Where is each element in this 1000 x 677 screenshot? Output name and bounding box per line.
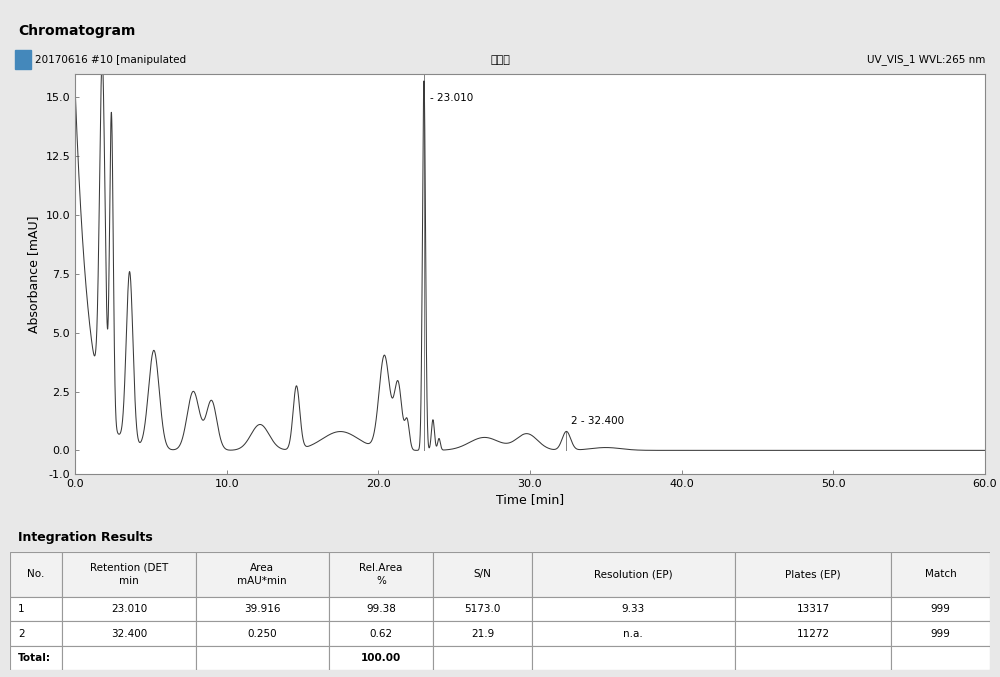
Text: Chromatogram: Chromatogram: [18, 24, 135, 38]
Bar: [329, 597, 433, 621]
Bar: [329, 552, 433, 597]
Text: n.a.: n.a.: [623, 628, 643, 638]
Bar: [196, 646, 329, 670]
Bar: [10, 621, 62, 646]
Bar: [329, 621, 433, 646]
Text: Retention (DET: Retention (DET: [90, 563, 168, 573]
Text: Resolution (EP): Resolution (EP): [594, 569, 673, 580]
Text: 2: 2: [18, 628, 24, 638]
Text: Plates (EP): Plates (EP): [785, 569, 841, 580]
Bar: [10, 646, 62, 670]
Text: 21.9: 21.9: [471, 628, 494, 638]
Bar: [196, 597, 329, 621]
Bar: [735, 597, 891, 621]
Text: - 23.010: - 23.010: [430, 93, 473, 103]
Text: mAU*min: mAU*min: [237, 575, 287, 586]
Bar: [735, 646, 891, 670]
Text: 100.00: 100.00: [361, 653, 401, 663]
Text: 5173.0: 5173.0: [464, 604, 501, 614]
Bar: [433, 646, 532, 670]
Text: 20170616 #10 [manipulated: 20170616 #10 [manipulated: [35, 55, 187, 64]
Bar: [891, 597, 990, 621]
Bar: [62, 552, 196, 597]
Text: %: %: [376, 575, 386, 586]
Text: 破坡块: 破坡块: [490, 55, 510, 64]
Bar: [196, 552, 329, 597]
Bar: [891, 646, 990, 670]
Text: UV_VIS_1 WVL:265 nm: UV_VIS_1 WVL:265 nm: [867, 54, 985, 65]
Bar: [433, 621, 532, 646]
Text: 9.33: 9.33: [622, 604, 645, 614]
Text: Area: Area: [250, 563, 274, 573]
Text: 999: 999: [931, 628, 951, 638]
Bar: [532, 552, 735, 597]
Bar: [329, 646, 433, 670]
Bar: [433, 552, 532, 597]
Text: 13317: 13317: [797, 604, 830, 614]
Text: min: min: [119, 575, 139, 586]
Bar: [10, 597, 62, 621]
Bar: [735, 552, 891, 597]
Bar: [735, 621, 891, 646]
Text: S/N: S/N: [474, 569, 492, 580]
Bar: [891, 552, 990, 597]
Text: 32.400: 32.400: [111, 628, 147, 638]
Bar: [532, 646, 735, 670]
Bar: [891, 621, 990, 646]
Text: 39.916: 39.916: [244, 604, 280, 614]
Text: 0.62: 0.62: [370, 628, 393, 638]
Text: Match: Match: [925, 569, 957, 580]
Text: Integration Results: Integration Results: [18, 531, 153, 544]
Text: 99.38: 99.38: [366, 604, 396, 614]
Text: Total:: Total:: [18, 653, 51, 663]
X-axis label: Time [min]: Time [min]: [496, 493, 564, 506]
Text: 11272: 11272: [797, 628, 830, 638]
Text: No.: No.: [27, 569, 45, 580]
Bar: [62, 621, 196, 646]
Bar: [15, 51, 31, 68]
Text: 999: 999: [931, 604, 951, 614]
Bar: [532, 597, 735, 621]
Bar: [196, 621, 329, 646]
Text: 2 - 32.400: 2 - 32.400: [571, 416, 624, 426]
Text: 1: 1: [18, 604, 24, 614]
Text: 0.250: 0.250: [247, 628, 277, 638]
Bar: [433, 597, 532, 621]
Y-axis label: Absorbance [mAU]: Absorbance [mAU]: [27, 215, 40, 332]
Text: Rel.Area: Rel.Area: [359, 563, 403, 573]
Bar: [62, 646, 196, 670]
Text: 23.010: 23.010: [111, 604, 147, 614]
Bar: [62, 597, 196, 621]
Bar: [532, 621, 735, 646]
Bar: [10, 552, 62, 597]
